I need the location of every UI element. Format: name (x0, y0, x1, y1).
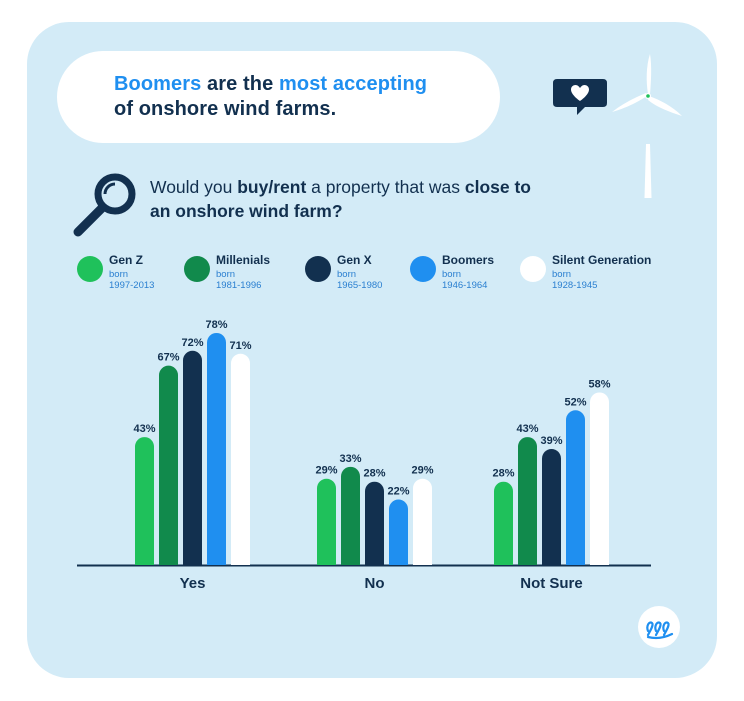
bar-yes-gen-z (135, 437, 154, 565)
data-label-yes-gen-x: 72% (181, 337, 203, 349)
data-label-no-gen-z: 29% (315, 465, 337, 477)
category-label-not-sure: Not Sure (520, 575, 583, 592)
legend-swatch (410, 256, 436, 282)
data-label-not-sure-boomers: 52% (564, 396, 586, 408)
data-label-yes-boomers: 78% (205, 319, 227, 331)
legend-born: born (442, 269, 462, 280)
bar-no-gen-x (365, 481, 384, 565)
headline-highlight-boomers: Boomers (114, 73, 202, 95)
title-pill (57, 51, 500, 143)
bar-no-gen-z (317, 478, 336, 565)
data-label-no-millenials: 33% (339, 453, 361, 465)
legend-name: Gen X (337, 253, 372, 267)
question-bold-wind-farm: an onshore wind farm? (150, 201, 343, 221)
bar-yes-millenials (159, 365, 178, 565)
headline-line-1: Boomers are the most accepting (114, 73, 427, 96)
data-label-not-sure-gen-z: 28% (492, 468, 514, 480)
legend-years: 1946-1964 (442, 280, 488, 291)
question-text-2: a property that was (306, 177, 465, 197)
question-line-1: Would you buy/rent a property that was c… (150, 177, 531, 198)
bar-yes-silent-generation (231, 353, 250, 565)
bar-yes-boomers (207, 332, 226, 565)
data-label-no-gen-x: 28% (363, 468, 385, 480)
legend-name: Gen Z (109, 253, 144, 267)
bar-no-boomers (389, 499, 408, 565)
legend-name: Boomers (442, 253, 495, 267)
question-bold-close-to: close to (464, 177, 531, 197)
headline-plain-text: are the (201, 73, 279, 95)
data-label-yes-gen-z: 43% (133, 423, 155, 435)
data-label-not-sure-silent-generation: 58% (588, 378, 610, 390)
legend-born: born (216, 269, 236, 280)
legend-years: 1928-1945 (552, 280, 598, 291)
legend-swatch (520, 256, 546, 282)
bar-yes-gen-x (183, 350, 202, 565)
category-label-yes: Yes (180, 575, 206, 592)
data-label-not-sure-gen-x: 39% (540, 435, 562, 447)
bar-not-sure-silent-generation (590, 392, 609, 565)
bar-not-sure-gen-x (542, 448, 561, 565)
bar-no-silent-generation (413, 478, 432, 565)
category-label-no: No (365, 575, 385, 592)
data-label-not-sure-millenials: 43% (516, 423, 538, 435)
bar-not-sure-gen-z (494, 481, 513, 565)
legend-years: 1981-1996 (216, 280, 262, 291)
legend-swatch (77, 256, 103, 282)
data-label-no-silent-generation: 29% (411, 465, 433, 477)
data-label-yes-silent-generation: 71% (229, 340, 251, 352)
legend-swatch (305, 256, 331, 282)
data-label-yes-millenials: 67% (157, 352, 179, 364)
headline-line-2: of onshore wind farms. (114, 98, 337, 120)
data-label-no-boomers: 22% (387, 486, 409, 498)
headline-highlight-accepting: most accepting (279, 73, 428, 95)
legend-name: Silent Generation (552, 253, 652, 267)
bar-not-sure-boomers (566, 410, 585, 565)
bar-not-sure-millenials (518, 437, 537, 565)
question-line-2: an onshore wind farm? (150, 201, 343, 222)
bar-no-millenials (341, 466, 360, 565)
brand-logo-icon (638, 606, 680, 648)
legend-name: Millenials (216, 253, 271, 267)
legend-born: born (109, 269, 129, 280)
wind-turbine-icon (612, 54, 682, 198)
legend-born: born (337, 269, 357, 280)
legend-years: 1997-2013 (109, 280, 155, 291)
legend-swatch (184, 256, 210, 282)
question-bold-buy-rent: buy/rent (237, 177, 307, 197)
legend-born: born (552, 269, 572, 280)
question-text-1: Would you (150, 177, 238, 197)
magnifier-icon (73, 173, 136, 237)
heart-speech-bubble-icon (553, 79, 607, 115)
legend-years: 1965-1980 (337, 280, 383, 291)
